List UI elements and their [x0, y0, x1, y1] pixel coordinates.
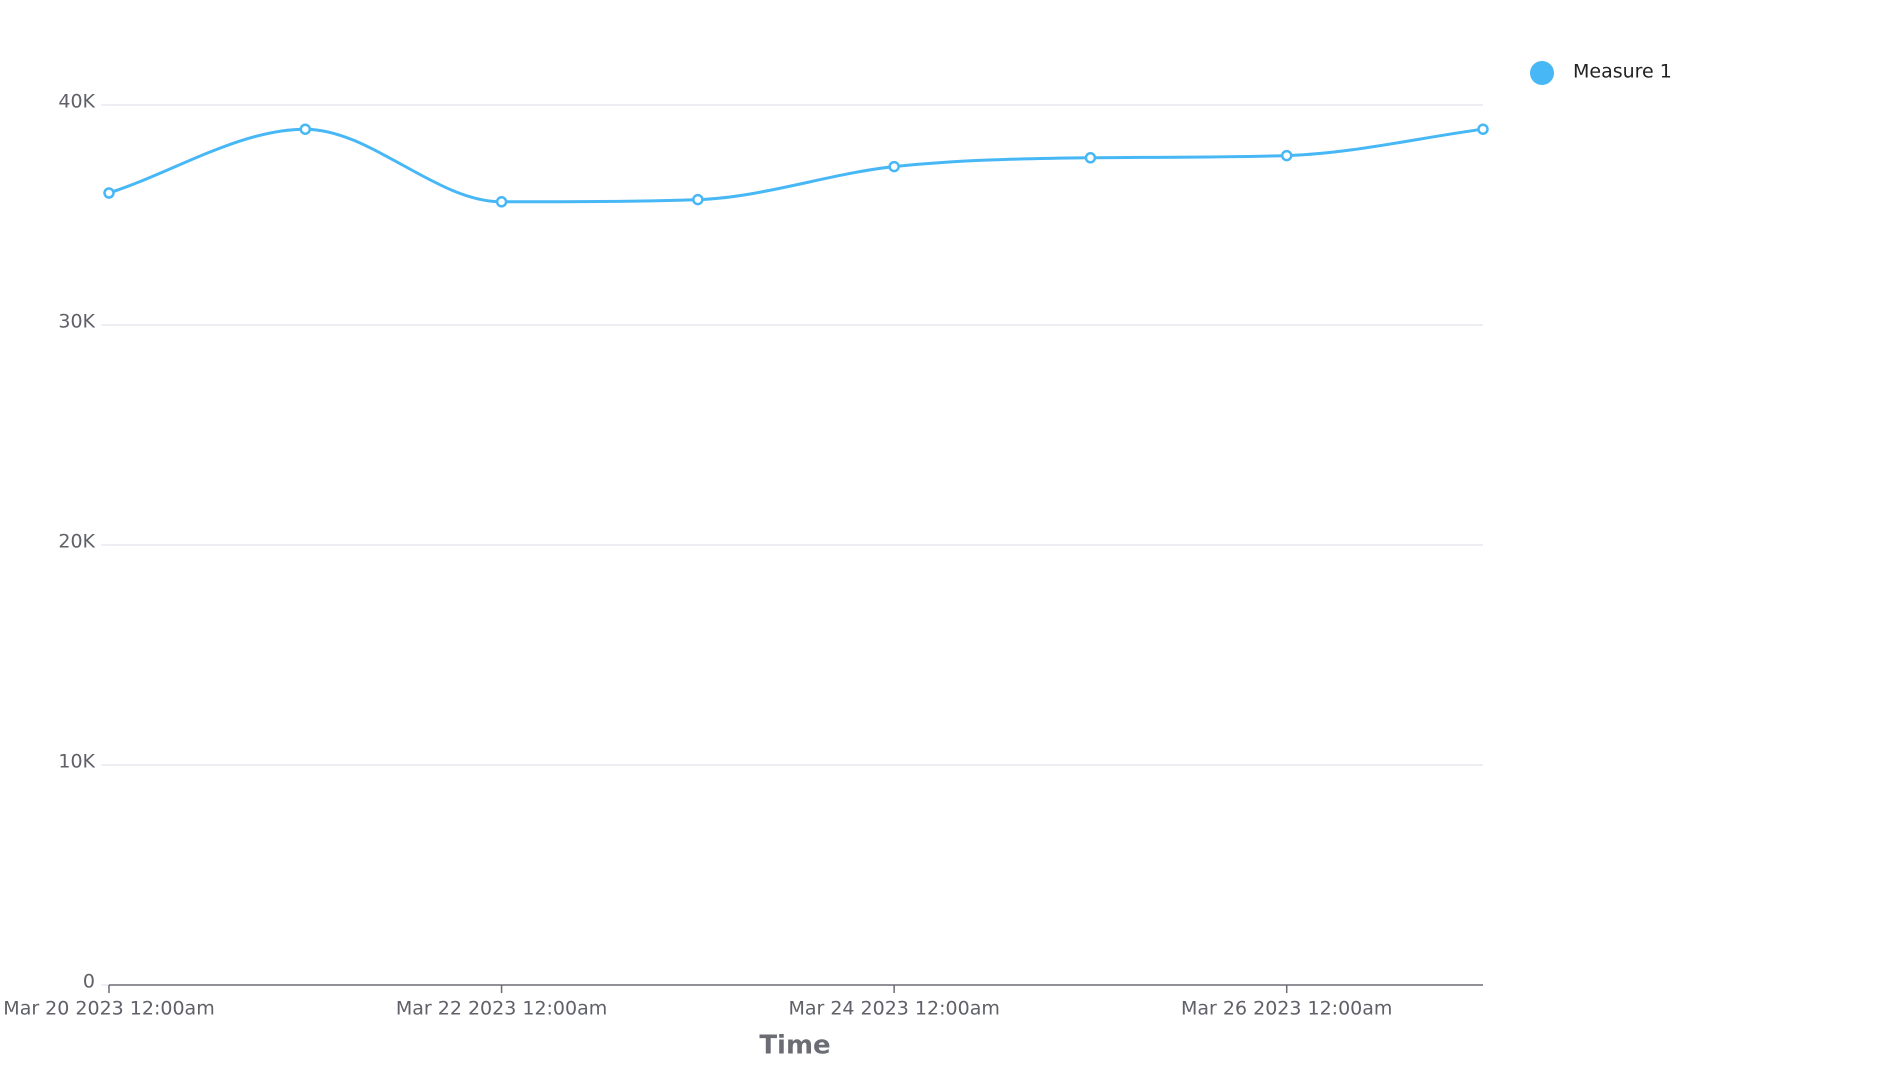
point	[692, 193, 704, 206]
y-tick-label: 40K	[58, 91, 95, 113]
y-tick-label: 0	[83, 971, 95, 993]
y-tick-label: 20K	[58, 531, 95, 553]
y-tick-label: 10K	[58, 751, 95, 773]
point	[888, 160, 900, 173]
legend-marker	[1530, 61, 1554, 85]
point	[1084, 152, 1097, 164]
y-tick-label: 30K	[58, 311, 95, 333]
x-axis-title: Time	[759, 1031, 830, 1061]
x-tick-label: Mar 22 2023 12:00am	[396, 998, 607, 1020]
point	[1477, 123, 1489, 135]
x-tick-label: Mar 26 2023 12:00am	[1181, 998, 1392, 1020]
x-tick-label: Mar 24 2023 12:00am	[788, 998, 999, 1020]
point	[495, 196, 508, 208]
point	[1280, 149, 1293, 162]
legend-label: Measure 1	[1573, 61, 1672, 83]
point	[299, 123, 312, 135]
line	[108, 127, 1484, 204]
x-tick-label: Mar 20 2023 12:00am	[3, 998, 214, 1020]
point	[103, 187, 115, 199]
